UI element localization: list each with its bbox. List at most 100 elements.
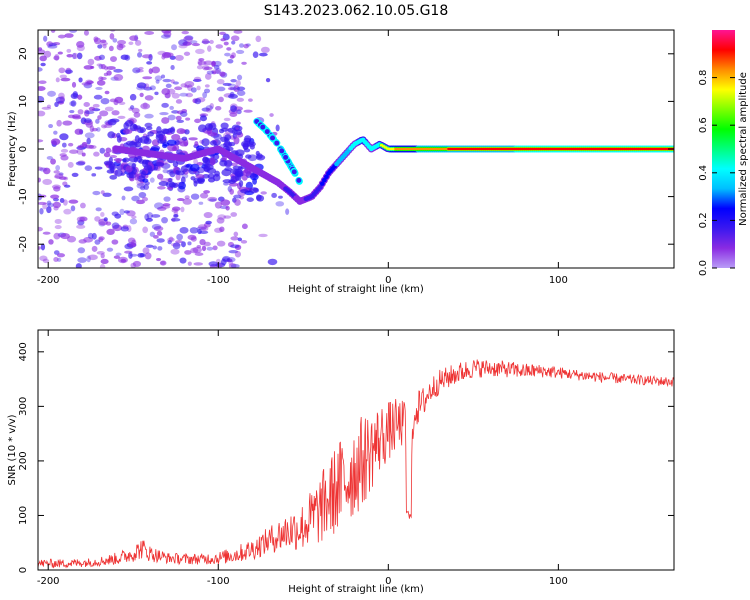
band-blob: [242, 141, 250, 150]
noise-blob: [53, 130, 58, 135]
noise-blob: [83, 30, 89, 36]
noise-blob: [154, 91, 159, 96]
noise-blob: [100, 39, 107, 43]
band-blob: [207, 132, 218, 137]
noise-blob: [258, 233, 268, 238]
band-blob: [209, 140, 217, 146]
noise-blob: [38, 226, 43, 232]
noise-blob: [53, 186, 61, 192]
noise-blob: [94, 166, 103, 170]
band-blob: [125, 140, 136, 146]
noise-blob: [160, 261, 166, 265]
noise-blob: [70, 205, 76, 212]
noise-blob: [196, 162, 204, 166]
noise-blob: [236, 97, 245, 102]
noise-blob: [204, 84, 210, 88]
noise-blob: [88, 144, 97, 150]
noise-blob: [62, 199, 68, 206]
noise-blob: [67, 142, 74, 147]
noise-blob: [173, 214, 179, 218]
noise-blob: [174, 86, 183, 91]
noise-blob: [42, 231, 51, 235]
noise-blob: [46, 104, 51, 109]
noise-blob: [100, 76, 107, 81]
noise-blob: [76, 216, 86, 223]
noise-blob: [90, 65, 95, 69]
noise-blob: [59, 198, 65, 203]
noise-blob: [141, 54, 152, 59]
noise-blob: [105, 147, 112, 154]
band-blob: [168, 182, 176, 188]
noise-blob: [176, 233, 183, 241]
snr-ylabel: SNR (10 * v/v): [7, 414, 18, 485]
noise-blob: [170, 64, 175, 71]
band-blob: [256, 153, 263, 159]
band-blob: [131, 163, 136, 170]
noise-blob: [38, 80, 47, 85]
y-tick-label: 100: [18, 506, 29, 525]
noise-blob: [106, 228, 115, 235]
noise-blob: [99, 147, 106, 154]
noise-blob: [142, 76, 153, 80]
band-blob: [106, 169, 115, 174]
noise-blob: [117, 256, 128, 264]
noise-blob: [71, 81, 77, 88]
noise-blob: [163, 196, 171, 202]
noise-blob: [103, 217, 108, 222]
noise-blob: [190, 193, 200, 200]
band-blob: [224, 139, 231, 148]
noise-blob: [236, 74, 243, 81]
noise-blob: [184, 195, 190, 200]
noise-blob: [167, 240, 172, 245]
x-tick-label: -100: [207, 275, 230, 286]
noise-blob: [161, 102, 169, 108]
noise-blob: [76, 40, 85, 48]
noise-blob: [116, 43, 124, 51]
colorbar-tick-label: 0.6: [698, 117, 709, 133]
y-tick-label: -20: [18, 236, 29, 252]
band-blob: [195, 174, 205, 179]
noise-blob: [161, 117, 170, 124]
noise-blob: [219, 226, 225, 233]
noise-blob: [110, 56, 118, 62]
noise-blob: [203, 211, 213, 219]
chart-title: S143.2023.062.10.05.G18: [264, 3, 449, 19]
noise-blob: [285, 208, 290, 215]
noise-blob: [151, 66, 161, 74]
noise-blob: [137, 52, 143, 58]
noise-blob: [59, 96, 65, 102]
noise-blob: [149, 177, 155, 183]
branch-blob: [295, 176, 303, 184]
noise-blob: [130, 262, 137, 268]
band-blob: [220, 122, 229, 129]
noise-blob: [184, 85, 190, 89]
noise-blob: [166, 186, 174, 190]
x-tick-label: 100: [549, 576, 568, 587]
noise-blob: [156, 238, 165, 243]
noise-blob: [57, 51, 63, 55]
noise-blob: [185, 117, 191, 121]
noise-blob: [193, 158, 198, 165]
noise-blob: [113, 73, 124, 81]
band-blob: [235, 149, 245, 157]
noise-blob: [129, 93, 137, 101]
noise-blob: [215, 44, 224, 49]
band-blob: [133, 156, 138, 163]
noise-blob: [234, 199, 241, 206]
band-blob: [135, 125, 142, 130]
noise-blob: [157, 246, 163, 251]
noise-blob: [128, 243, 137, 248]
noise-blob: [93, 94, 103, 100]
noise-blob: [74, 128, 83, 135]
band-blob: [107, 131, 116, 139]
noise-blob: [196, 226, 207, 231]
noise-blob: [198, 57, 205, 62]
band-blob: [178, 181, 186, 190]
noise-blob: [216, 240, 226, 247]
noise-blob: [216, 86, 226, 92]
band-blob: [134, 141, 142, 148]
band-blob: [180, 165, 188, 173]
noise-blob: [76, 224, 86, 229]
noise-blob: [43, 50, 52, 58]
